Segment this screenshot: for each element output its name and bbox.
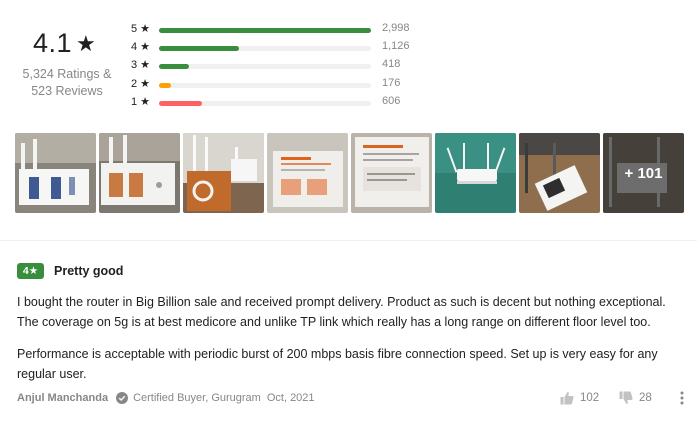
rating-summary: 4.1 ★ 5,324 Ratings & 523 Reviews 5 ★ 2,9… bbox=[0, 0, 697, 125]
review-title: Pretty good bbox=[54, 264, 124, 278]
dislike-button[interactable]: 28 bbox=[619, 390, 652, 406]
rating-bar-track bbox=[159, 28, 371, 33]
rating-bar-fill bbox=[159, 28, 371, 33]
router-photo-image bbox=[183, 133, 264, 213]
review-date: Oct, 2021 bbox=[266, 392, 315, 404]
rating-row-1: 1 ★ 606 bbox=[131, 95, 431, 111]
review-body: I bought the router in Big Billion sale … bbox=[17, 292, 685, 384]
rating-row-count: 2,998 bbox=[382, 22, 410, 34]
review-paragraph: I bought the router in Big Billion sale … bbox=[17, 295, 666, 329]
photo-thumbnail-more[interactable]: + 101 bbox=[603, 133, 684, 213]
photo-thumbnail[interactable] bbox=[519, 133, 600, 213]
review-author: Anjul Manchanda bbox=[17, 392, 109, 404]
review-meta: Anjul Manchanda Certified Buyer, Gurugra… bbox=[17, 390, 315, 406]
reviews-count: 523 Reviews bbox=[31, 84, 103, 98]
rating-bar-track bbox=[159, 101, 371, 106]
review-photos: + 101 bbox=[15, 133, 685, 213]
review-paragraph: Performance is acceptable with periodic … bbox=[17, 347, 658, 381]
rating-row-count: 418 bbox=[382, 58, 401, 70]
average-rating: 4.1 ★ bbox=[33, 28, 96, 59]
more-options-icon[interactable] bbox=[679, 390, 685, 406]
average-rating-value: 4.1 bbox=[33, 28, 73, 58]
rating-row-3: 3 ★ 418 bbox=[131, 58, 431, 74]
photo-thumbnail[interactable] bbox=[183, 133, 264, 213]
rating-row-count: 176 bbox=[382, 77, 401, 89]
photo-thumbnail[interactable] bbox=[435, 133, 516, 213]
photo-thumbnail[interactable] bbox=[351, 133, 432, 213]
rating-counts: 5,324 Ratings & 523 Reviews bbox=[18, 66, 116, 100]
rating-bar-track bbox=[159, 83, 371, 88]
rating-row-label: 2 ★ bbox=[131, 78, 151, 90]
router-photo-image bbox=[99, 133, 180, 213]
rating-row-label: 1 ★ bbox=[131, 96, 151, 108]
rating-row-5: 5 ★ 2,998 bbox=[131, 22, 431, 38]
more-photos-label: + 101 bbox=[603, 133, 684, 213]
router-photo-image bbox=[351, 133, 432, 213]
thumbs-up-icon bbox=[560, 392, 574, 405]
like-button[interactable]: 102 bbox=[560, 390, 599, 406]
rating-row-label: 3 ★ bbox=[131, 59, 151, 71]
rating-bar-fill bbox=[159, 64, 189, 69]
star-icon: ★ bbox=[76, 31, 97, 56]
review-rating-badge: 4★ bbox=[17, 263, 44, 279]
certified-check-icon bbox=[116, 392, 129, 404]
like-count: 102 bbox=[580, 392, 600, 404]
rating-row-label: 5 ★ bbox=[131, 23, 151, 35]
router-photo-image bbox=[267, 133, 348, 213]
router-photo-image bbox=[435, 133, 516, 213]
photo-thumbnail[interactable] bbox=[15, 133, 96, 213]
thumbs-down-icon bbox=[619, 391, 633, 404]
rating-bar-fill bbox=[159, 46, 239, 51]
rating-row-label: 4 ★ bbox=[131, 41, 151, 53]
rating-row-count: 1,126 bbox=[382, 40, 410, 52]
rating-bar-track bbox=[159, 64, 371, 69]
section-divider bbox=[0, 240, 697, 241]
rating-bar-fill bbox=[159, 83, 172, 88]
rating-row-4: 4 ★ 1,126 bbox=[131, 40, 431, 56]
certified-buyer-label: Certified Buyer, Gurugram bbox=[133, 392, 261, 404]
rating-row-count: 606 bbox=[382, 95, 401, 107]
ratings-count: 5,324 Ratings & bbox=[22, 67, 112, 81]
dislike-count: 28 bbox=[639, 392, 652, 404]
photo-thumbnail[interactable] bbox=[267, 133, 348, 213]
photo-thumbnail[interactable] bbox=[99, 133, 180, 213]
router-photo-image bbox=[15, 133, 96, 213]
router-photo-image bbox=[519, 133, 600, 213]
rating-bar-fill bbox=[159, 101, 202, 106]
rating-bar-track bbox=[159, 46, 371, 51]
rating-row-2: 2 ★ 176 bbox=[131, 77, 431, 93]
